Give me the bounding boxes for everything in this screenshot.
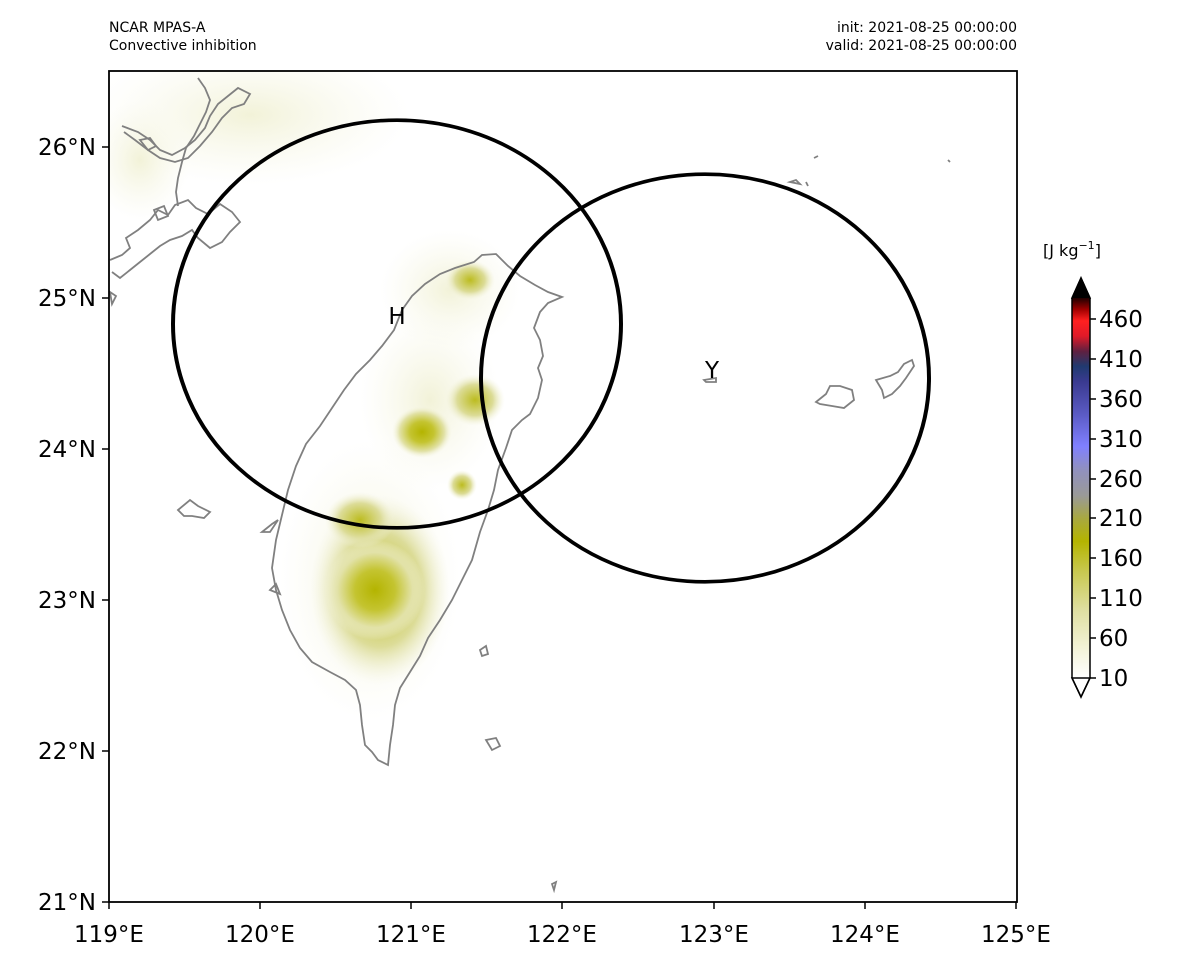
colorbar-tick-label: 460 — [1099, 307, 1143, 333]
coastline-taiwan — [271, 253, 565, 767]
colorbar-tick-label: 410 — [1099, 347, 1143, 373]
coastline-china — [109, 198, 242, 280]
init-time: init: 2021-08-25 00:00:00 — [837, 20, 1017, 36]
coastline-coast-mid — [175, 77, 211, 207]
circle-overlays: H Y — [171, 118, 931, 584]
circle-y — [479, 172, 931, 584]
plot-header-right: init: 2021-08-25 00:00:00 valid: 2021-08… — [826, 19, 1017, 55]
colorbar-tick-label: 310 — [1099, 427, 1143, 453]
coastline-green-island — [478, 644, 490, 658]
lon-tick-label: 121°E — [376, 922, 446, 948]
lat-tick-label: 26°N — [38, 135, 96, 161]
colorbar-tick-label: 60 — [1099, 626, 1128, 652]
colorbar-units: [J kg−1] — [1043, 239, 1101, 260]
lat-axis: 21°N 22°N 23°N 24°N 25°N 26°N — [38, 135, 109, 916]
lon-tick-label: 125°E — [981, 922, 1051, 948]
lon-tick-label: 123°E — [679, 922, 749, 948]
field-name: Convective inhibition — [109, 38, 257, 54]
colorbar-tick-label: 160 — [1099, 546, 1143, 572]
coastline-islands-nw — [109, 137, 170, 307]
lat-tick-label: 23°N — [38, 588, 96, 614]
marker-h-label: H — [388, 304, 405, 330]
marker-y-label: Y — [704, 358, 720, 384]
lat-tick-label: 22°N — [38, 739, 96, 765]
coastlines — [109, 77, 951, 894]
coastline-senkaku — [786, 155, 951, 187]
plot-header-left: NCAR MPAS-A Convective inhibition — [109, 19, 257, 55]
valid-time: valid: 2021-08-25 00:00:00 — [825, 38, 1017, 54]
colorbar-tick-label: 260 — [1099, 467, 1143, 493]
colorbar-tick-label: 10 — [1099, 666, 1128, 692]
coastline-orchid-island — [484, 736, 502, 752]
model-name: NCAR MPAS-A — [109, 20, 206, 36]
colorbar-extend-max — [1070, 276, 1092, 299]
colorbar-tick-label: 110 — [1099, 586, 1143, 612]
lon-tick-label: 122°E — [527, 922, 597, 948]
lat-tick-label: 21°N — [38, 890, 96, 916]
coastline-ishigaki — [874, 358, 915, 400]
map-area: H Y — [109, 71, 1017, 902]
cin-shading — [109, 71, 520, 720]
colorbar: [J kg−1] 10 60 110 160 210 260 310 360 4… — [1043, 239, 1143, 699]
colorbar-tick-label: 360 — [1099, 387, 1143, 413]
coastline-islands-west — [259, 519, 282, 596]
colorbar-tick-label: 210 — [1099, 506, 1143, 532]
lon-tick-label: 119°E — [74, 922, 144, 948]
circle-h — [171, 118, 623, 530]
colorbar-extend-min — [1070, 677, 1092, 699]
coastline-yonaguni — [702, 376, 717, 383]
lat-tick-label: 24°N — [38, 437, 96, 463]
coastline-south-islet — [550, 880, 558, 894]
lon-tick-label: 120°E — [225, 922, 295, 948]
colorbar-ramp — [1072, 298, 1090, 678]
lon-axis: 119°E 120°E 121°E 122°E 123°E 124°E 125°… — [74, 902, 1051, 948]
map-frame — [108, 70, 1018, 903]
coastline-iriomote — [814, 385, 855, 409]
lon-tick-label: 124°E — [830, 922, 900, 948]
coastline-china-north — [121, 86, 252, 163]
lat-tick-label: 25°N — [38, 286, 96, 312]
coastline-penghu — [176, 498, 212, 519]
